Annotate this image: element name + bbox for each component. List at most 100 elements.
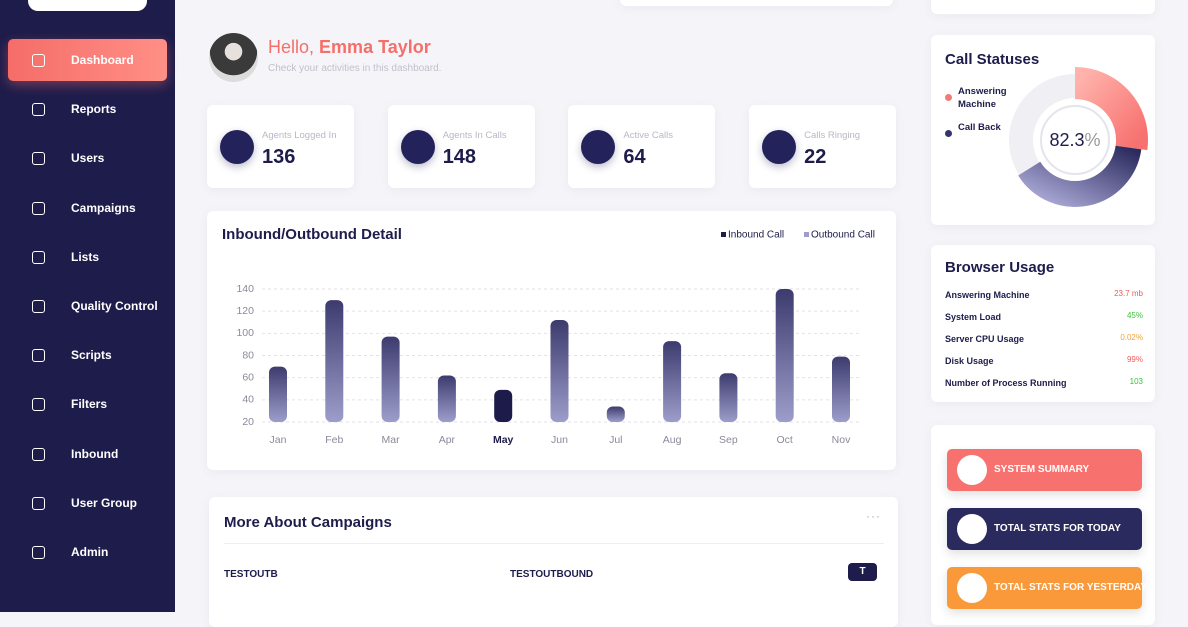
menu-icon <box>32 447 45 461</box>
chart-card: Inbound/Outbound Detail Inbound Call Out… <box>207 211 896 470</box>
greeting: Hello, Emma Taylor <box>268 37 431 58</box>
menu-item[interactable]: Quality Control <box>8 285 167 327</box>
menu-label: Filters <box>71 397 108 412</box>
usage-label: Number of Process Running <box>945 378 1067 388</box>
y-tick-label: 60 <box>242 371 254 383</box>
usage-value: 103 <box>1129 377 1143 386</box>
menu-label: Admin <box>71 545 109 559</box>
action-label: TOTAL STATS FOR TODAY <box>994 523 1121 534</box>
menu-item[interactable]: Admin <box>8 531 167 573</box>
stat-value: 64 <box>623 146 646 168</box>
usage-label: Server CPU Usage <box>945 334 1025 344</box>
y-tick-label: 100 <box>236 327 254 339</box>
menu-icon <box>32 250 45 264</box>
x-tick-label: Jan <box>270 434 287 446</box>
menu-item[interactable]: Scripts <box>8 334 167 376</box>
usage-value: 99% <box>1126 355 1143 364</box>
stat-icon <box>762 130 797 164</box>
stat-icon <box>400 130 435 164</box>
menu-label: Scripts <box>71 348 112 363</box>
badge[interactable]: T <box>848 563 877 581</box>
sidebar: Dashboard Reports Users Campaigns Lists Quali… <box>0 0 175 612</box>
action-button[interactable]: SYSTEM SUMMARY <box>947 449 1142 491</box>
legend-label: Call Back <box>958 122 1001 133</box>
usage-label: Answering Machine <box>945 290 1030 300</box>
legend-swatch <box>804 232 809 237</box>
stat-label: Active Calls <box>623 130 674 141</box>
x-tick-label: Sep <box>719 434 738 446</box>
top-card <box>620 0 893 6</box>
chart: Inbound/Outbound Detail Inbound Call Out… <box>222 226 875 446</box>
stat-label: Agents Logged In <box>262 130 337 141</box>
action-label: SYSTEM SUMMARY <box>994 464 1090 475</box>
browser-card: Browser Usage Answering Machine 23.7 mb Sy… <box>931 245 1155 402</box>
bar <box>269 366 287 422</box>
action-button[interactable]: TOTAL STATS FOR YESTERDAY <box>947 567 1147 609</box>
usage-label: Disk Usage <box>945 356 994 366</box>
donut-arc <box>1074 67 1148 151</box>
chart-title: Inbound/Outbound Detail <box>222 226 402 243</box>
call-status-card: Call Statuses Answering Machine Call Back… <box>931 35 1155 225</box>
menu-label: Lists <box>71 249 100 264</box>
center-value: 82.3 <box>1049 130 1084 150</box>
top-card <box>931 0 1155 14</box>
bar <box>832 356 850 422</box>
donut-label: 82.3% <box>1049 130 1100 150</box>
divider <box>224 543 884 544</box>
x-tick-label: Jul <box>609 434 622 446</box>
menu-item[interactable]: Lists <box>8 236 167 278</box>
stat-value: 22 <box>804 146 827 168</box>
usage-value: 23.7 mb <box>1114 289 1143 298</box>
card-title: More About Campaigns <box>224 514 392 531</box>
stat-value: 136 <box>262 146 296 168</box>
legend-swatch <box>721 232 726 237</box>
more-menu[interactable]: ··· <box>866 509 881 523</box>
action-button[interactable]: TOTAL STATS FOR TODAY <box>947 508 1142 550</box>
action-icon <box>957 455 987 485</box>
cell: TESTOUTB <box>224 569 278 580</box>
menu-item[interactable]: Inbound <box>8 433 167 475</box>
menu-item[interactable]: Filters <box>8 383 167 425</box>
menu-label: Dashboard <box>71 53 134 67</box>
menu-icon <box>32 54 45 67</box>
page: Dashboard Reports Users Campaigns Lists Quali… <box>0 0 1155 612</box>
legend-dot <box>945 94 952 101</box>
menu-icon <box>32 546 45 559</box>
menu-item[interactable]: Dashboard <box>8 39 167 81</box>
donut-center <box>1040 105 1110 175</box>
stat-card: Agents Logged In 136 <box>207 105 354 188</box>
menu-label: Reports <box>71 102 117 117</box>
y-tick-label: 140 <box>236 283 254 295</box>
y-tick-label: 120 <box>236 305 254 317</box>
menu-label: Inbound <box>71 446 119 461</box>
center-unit: % <box>1085 130 1101 150</box>
donut-arc <box>1018 145 1142 207</box>
menu-icon <box>32 103 45 117</box>
legend-dot <box>945 130 952 137</box>
legend-label: Inbound Call <box>728 230 784 241</box>
subtitle: Check your activities in this dashboard. <box>268 63 442 74</box>
stat-value: 148 <box>442 146 477 168</box>
menu-label: Users <box>71 151 105 166</box>
x-tick-label: Feb <box>325 434 343 446</box>
menu-item[interactable]: Campaigns <box>8 187 167 229</box>
menu-icon <box>32 349 45 363</box>
legend-label: Answering Machine <box>958 86 1007 110</box>
bar <box>381 336 400 422</box>
campaigns-card: More About Campaigns ··· TESTOUTB TESTOUT… <box>209 497 898 627</box>
bar <box>606 406 625 422</box>
stat-label: Agents In Calls <box>442 130 507 141</box>
menu-item[interactable]: Reports <box>8 88 167 130</box>
bar <box>550 320 569 422</box>
stat-icon <box>220 130 254 164</box>
stat-icon <box>581 130 616 164</box>
stat-card: Calls Ringing 22 <box>749 105 897 188</box>
menu-item[interactable]: Users <box>8 137 167 179</box>
bar <box>437 375 456 422</box>
hello: Hello, <box>268 37 315 57</box>
x-tick-label: Aug <box>663 434 682 446</box>
x-tick-label: Nov <box>832 434 851 446</box>
menu-item[interactable]: User Group <box>8 482 167 524</box>
menu-icon <box>32 152 45 166</box>
menu-icon <box>32 398 45 412</box>
